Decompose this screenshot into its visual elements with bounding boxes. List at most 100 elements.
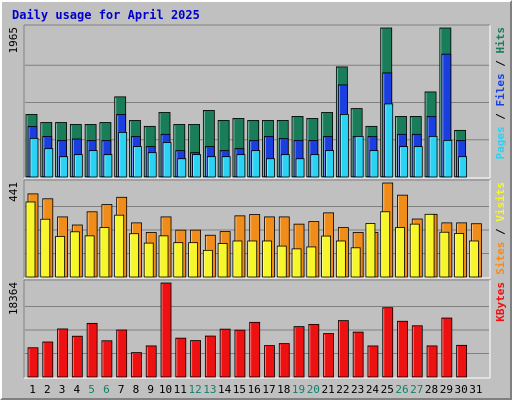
day-label: 17	[262, 383, 275, 396]
bar-pages	[236, 154, 246, 178]
bar-kbytes	[352, 331, 364, 378]
day-label: 8	[133, 383, 140, 396]
chart-title: Daily usage for April 2025	[12, 8, 200, 22]
legend-separator: /	[494, 222, 507, 242]
day-label: 31	[469, 383, 482, 396]
bar-visits	[217, 243, 228, 278]
day-label: 27	[410, 383, 423, 396]
bar-visits	[99, 227, 110, 278]
bar-kbytes	[411, 325, 423, 378]
bar-kbytes	[367, 345, 379, 378]
bar-visits	[380, 211, 391, 278]
bar-visits	[409, 223, 420, 278]
bar-pages	[458, 156, 468, 178]
bar-kbytes	[397, 320, 408, 378]
panel-visits-sites-legend: Sites / Visits	[494, 182, 507, 275]
bar-pages	[147, 152, 157, 178]
bar-pages	[399, 146, 408, 178]
bar-pages	[177, 158, 187, 178]
bar-pages	[354, 136, 364, 178]
legend-item-files: Files	[494, 73, 507, 106]
bar-kbytes	[308, 323, 320, 378]
bar-pages	[369, 150, 379, 178]
day-label: 29	[440, 383, 453, 396]
day-label: 20	[307, 383, 320, 396]
day-label: 3	[59, 383, 66, 396]
bar-visits	[69, 231, 80, 278]
bar-kbytes	[175, 337, 187, 378]
bar-pages	[310, 154, 320, 178]
bar-pages	[206, 156, 216, 178]
bar-kbytes	[441, 317, 453, 378]
panel-visits-sites-max-label: 441	[7, 182, 20, 202]
legend-item-sites: Sites	[494, 242, 507, 275]
bar-visits	[306, 246, 317, 278]
bar-visits	[335, 240, 346, 278]
day-label: 10	[159, 383, 172, 396]
bar-kbytes	[145, 345, 157, 378]
day-label: 11	[174, 383, 187, 396]
day-label: 7	[118, 383, 125, 396]
bar-pages	[428, 136, 438, 178]
day-label: 23	[351, 383, 364, 396]
bar-visits	[129, 233, 139, 278]
bar-pages	[443, 140, 453, 178]
bar-kbytes	[456, 344, 468, 378]
bar-visits	[291, 248, 302, 278]
bar-visits	[276, 245, 287, 278]
bar-pages	[73, 154, 83, 178]
bar-pages	[280, 154, 290, 178]
day-label: 13	[203, 383, 216, 396]
day-label: 12	[188, 383, 201, 396]
bar-pages	[162, 142, 172, 178]
bar-visits	[365, 223, 376, 278]
bar-visits	[84, 235, 95, 278]
day-label: 14	[218, 383, 232, 396]
day-label: 1	[29, 383, 36, 396]
legend-separator: /	[494, 107, 507, 127]
bar-pages	[59, 156, 68, 178]
bar-visits	[468, 240, 479, 278]
bar-kbytes	[249, 321, 261, 378]
bar-kbytes	[42, 341, 54, 378]
bar-visits	[454, 233, 465, 278]
day-label: 9	[147, 383, 154, 396]
bar-visits	[40, 218, 51, 278]
day-label: 30	[454, 383, 467, 396]
bar-kbytes	[293, 326, 305, 378]
bar-visits	[424, 213, 435, 278]
legend-item-hits: Hits	[494, 27, 507, 54]
bar-pages	[339, 114, 349, 178]
day-label: 18	[277, 383, 290, 396]
bar-visits	[321, 235, 332, 278]
day-label: 28	[425, 383, 438, 396]
day-label: 5	[88, 383, 95, 396]
bar-kbytes	[278, 343, 290, 378]
bar-kbytes	[264, 345, 275, 378]
day-label: 22	[336, 383, 349, 396]
bar-kbytes	[71, 335, 83, 378]
bar-pages	[384, 103, 394, 178]
bar-visits	[247, 240, 258, 278]
bar-kbytes	[101, 340, 113, 378]
bar-pages	[295, 158, 305, 178]
bar-kbytes	[204, 335, 216, 378]
day-label: 16	[248, 383, 261, 396]
bar-visits	[55, 236, 65, 278]
panel-kbytes-max-label: 18364	[7, 282, 20, 315]
legend-item-pages: Pages	[494, 126, 507, 159]
bar-kbytes	[57, 328, 68, 378]
bar-pages	[221, 156, 231, 178]
legend-separator: /	[494, 54, 507, 74]
bar-pages	[413, 146, 423, 178]
panel-kbytes-legend: KBytes	[494, 282, 507, 322]
bar-kbytes	[27, 347, 39, 378]
bar-pages	[44, 148, 54, 178]
bar-pages	[29, 138, 39, 178]
bar-kbytes	[382, 307, 394, 378]
bar-pages	[251, 150, 261, 178]
bar-kbytes	[86, 322, 98, 378]
bar-visits	[188, 242, 198, 278]
bar-kbytes	[160, 282, 172, 378]
